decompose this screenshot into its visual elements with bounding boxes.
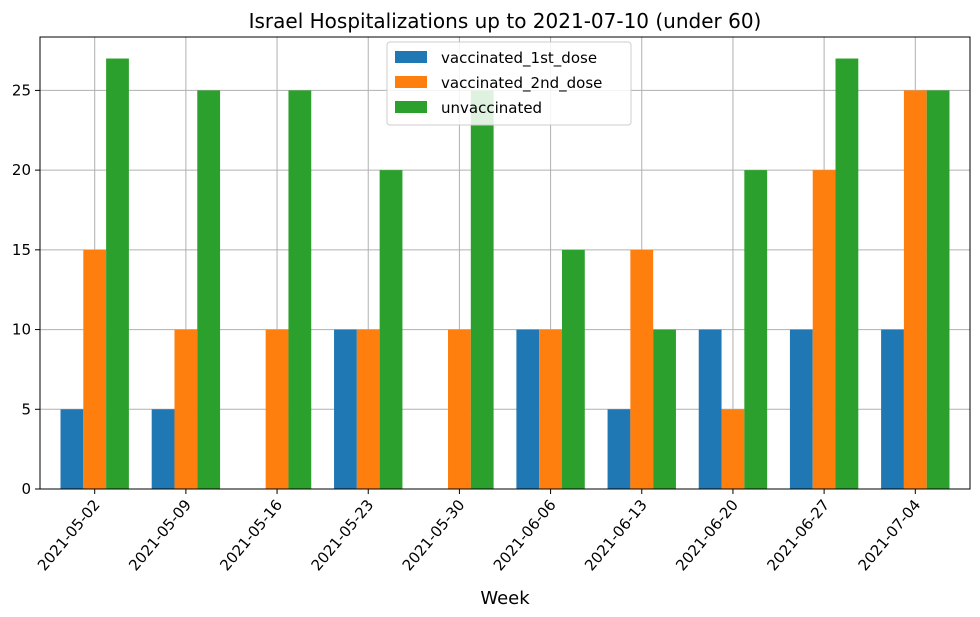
x-tick-label: 2021-06-06 xyxy=(490,496,560,574)
bar-unvaccinated xyxy=(835,58,859,490)
y-tick-label: 20 xyxy=(12,161,31,179)
legend-label: vaccinated_1st_dose xyxy=(441,49,597,68)
legend-label: unvaccinated xyxy=(441,99,542,117)
bar-unvaccinated xyxy=(561,249,585,489)
x-tick-label: 2021-05-02 xyxy=(34,496,104,574)
chart-title: Israel Hospitalizations up to 2021-07-10… xyxy=(249,9,762,33)
bar-vaccinated-2nd-dose xyxy=(174,329,198,489)
bar-vaccinated-2nd-dose xyxy=(83,249,107,489)
bar-vaccinated-1st-dose xyxy=(607,409,631,489)
bar-unvaccinated xyxy=(379,170,403,489)
x-tick-label: 2021-06-20 xyxy=(672,496,742,574)
y-tick-label: 15 xyxy=(12,241,31,259)
bar-vaccinated-1st-dose xyxy=(881,329,904,489)
bar-vaccinated-2nd-dose xyxy=(903,90,927,489)
bar-unvaccinated xyxy=(744,170,768,489)
bar-unvaccinated xyxy=(288,90,312,489)
bar-vaccinated-1st-dose xyxy=(60,409,84,489)
x-tick-label: 2021-07-04 xyxy=(855,496,925,574)
bar-unvaccinated xyxy=(197,90,221,489)
bar-vaccinated-1st-dose xyxy=(151,409,175,489)
bar-vaccinated-2nd-dose xyxy=(812,170,836,489)
legend: vaccinated_1st_dose vaccinated_2nd_doseun… xyxy=(386,41,632,126)
legend-swatch xyxy=(395,51,427,63)
x-tick-label: 2021-05-30 xyxy=(399,496,469,574)
bar-vaccinated-2nd-dose xyxy=(448,329,471,489)
x-tick-label: 2021-06-27 xyxy=(763,496,833,574)
bars xyxy=(60,58,950,490)
x-tick-label: 2021-05-09 xyxy=(125,496,195,574)
bar-unvaccinated xyxy=(106,58,129,490)
bar-vaccinated-2nd-dose xyxy=(721,409,745,489)
bar-vaccinated-1st-dose xyxy=(334,329,357,489)
bar-vaccinated-1st-dose xyxy=(789,329,813,489)
bar-vaccinated-2nd-dose xyxy=(539,329,562,489)
legend-label: vaccinated_2nd_dose xyxy=(441,74,602,93)
y-axis: 0 5 10 15 20 25 xyxy=(12,81,40,498)
bar-vaccinated-2nd-dose xyxy=(630,249,654,489)
y-tick-label: 5 xyxy=(21,400,31,418)
bar-vaccinated-1st-dose xyxy=(516,329,540,489)
bar-vaccinated-2nd-dose xyxy=(265,329,289,489)
x-axis: 2021-05-02 2021-05-09 2021-05-16 2021-05-23… xyxy=(34,489,924,574)
bar-vaccinated-1st-dose xyxy=(698,329,722,489)
y-tick-label: 0 xyxy=(21,480,31,498)
bar-unvaccinated xyxy=(926,90,950,489)
plot-frame xyxy=(39,36,971,490)
bar-unvaccinated xyxy=(653,329,676,489)
bar-unvaccinated xyxy=(470,90,494,489)
legend-swatch xyxy=(395,76,427,88)
legend-swatch xyxy=(395,101,427,113)
x-tick-label: 2021-06-13 xyxy=(581,496,651,574)
legend-box xyxy=(386,41,632,126)
bar-vaccinated-2nd-dose xyxy=(356,329,380,489)
x-tick-label: 2021-05-23 xyxy=(307,496,377,574)
y-tick-label: 10 xyxy=(12,321,31,339)
y-tick-label: 25 xyxy=(12,81,31,99)
x-axis-label: Week xyxy=(480,588,530,609)
x-tick-label: 2021-05-16 xyxy=(216,496,286,574)
